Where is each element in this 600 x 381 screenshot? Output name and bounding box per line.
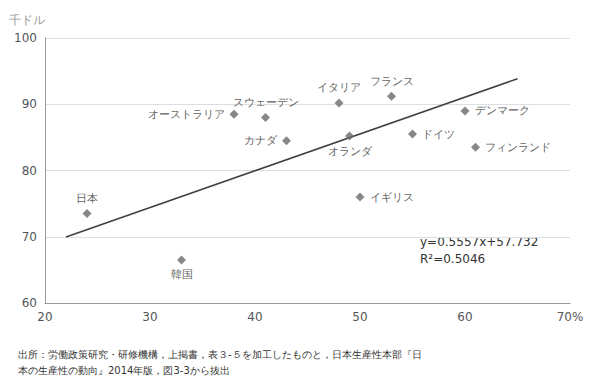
svg-text:カナダ: カナダ <box>244 134 278 147</box>
svg-text:イギリス: イギリス <box>370 191 414 204</box>
svg-text:イタリア: イタリア <box>317 81 361 94</box>
svg-text:30: 30 <box>142 310 157 324</box>
svg-text:80: 80 <box>22 164 37 178</box>
svg-text:70%: 70% <box>557 310 584 324</box>
svg-text:日本: 日本 <box>76 192 98 205</box>
svg-text:40: 40 <box>247 310 262 324</box>
svg-text:韓国: 韓国 <box>171 268 193 281</box>
svg-text:60: 60 <box>22 296 37 310</box>
svg-text:スウェーデン: スウェーデン <box>233 96 299 109</box>
svg-text:出所：労働政策研究・研修機構，上掲書，表３-５を加工したもの: 出所：労働政策研究・研修機構，上掲書，表３-５を加工したものと，日本生産性本部『… <box>18 349 422 360</box>
svg-text:オランダ: オランダ <box>328 145 373 158</box>
svg-text:70: 70 <box>22 230 37 244</box>
svg-text:千ドル: 千ドル <box>9 13 45 27</box>
svg-text:90: 90 <box>22 97 37 111</box>
svg-text:y=0.5557x+57.732: y=0.5557x+57.732 <box>420 235 539 249</box>
svg-text:オーストラリア: オーストラリア <box>148 108 225 121</box>
svg-text:50: 50 <box>352 310 367 324</box>
svg-text:ドイツ: ドイツ <box>422 128 455 141</box>
svg-text:R²=0.5046: R²=0.5046 <box>420 252 485 266</box>
svg-text:100: 100 <box>14 31 37 45</box>
svg-text:フランス: フランス <box>370 75 414 88</box>
svg-text:20: 20 <box>37 310 52 324</box>
svg-text:デンマーク: デンマーク <box>475 104 530 117</box>
svg-text:フィンランド: フィンランド <box>485 141 551 154</box>
svg-text:60: 60 <box>457 310 472 324</box>
svg-text:本の生産性の動向』2014年版，図3-3から抜出: 本の生産性の動向』2014年版，図3-3から抜出 <box>18 365 230 376</box>
